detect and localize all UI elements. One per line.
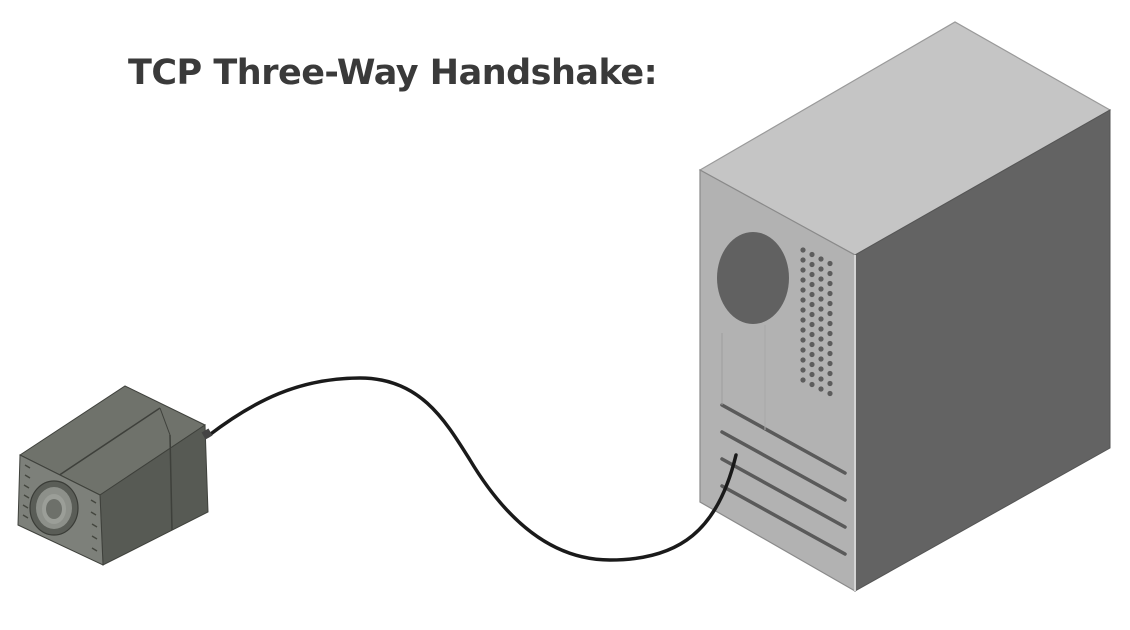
vent-dot <box>809 261 815 268</box>
vent-dot <box>800 257 806 263</box>
vent-dot <box>818 366 824 372</box>
vent-dot <box>827 300 833 307</box>
vent-dot <box>827 380 833 387</box>
vent-dot <box>818 266 824 272</box>
vent-dot <box>818 386 824 392</box>
vent-dot <box>809 251 815 258</box>
vent-dot <box>827 310 833 317</box>
vent-dot <box>800 377 806 383</box>
vent-dot <box>827 260 833 267</box>
vent-dot <box>818 316 824 322</box>
vent-dot <box>809 351 815 358</box>
diagram-title: TCP Three-Way Handshake: <box>128 53 658 93</box>
ethernet-cable-icon <box>206 376 738 562</box>
vent-dot <box>818 256 824 262</box>
vent-dot <box>800 247 806 253</box>
vent-dot <box>818 356 824 362</box>
vent-dot <box>818 296 824 302</box>
vent-dot <box>818 276 824 282</box>
vent-dot <box>827 280 833 287</box>
vent-dot <box>809 301 815 308</box>
drive-slots <box>720 403 847 556</box>
vent-dot <box>800 337 806 343</box>
industrial-camera-icon <box>17 385 213 566</box>
fan-circle <box>717 232 789 324</box>
desktop-tower-icon <box>698 21 1112 593</box>
vent-dot <box>800 307 806 313</box>
vent-dot <box>809 341 815 348</box>
vent-dot <box>809 281 815 288</box>
vent-dot <box>827 340 833 347</box>
vent-dot <box>827 320 833 327</box>
vent-dot <box>809 331 815 338</box>
vent-dot <box>800 267 806 273</box>
vent-dot <box>800 287 806 293</box>
vent-dot <box>818 376 824 382</box>
vent-dot <box>800 297 806 303</box>
vent-dot <box>827 370 833 377</box>
vent-dot <box>800 367 806 373</box>
vent-dot <box>827 330 833 337</box>
vent-dot <box>800 357 806 363</box>
vent-dot <box>827 390 833 397</box>
vent-dot <box>818 336 824 342</box>
vent-dot <box>818 306 824 312</box>
vent-dot <box>809 381 815 388</box>
vent-dot <box>809 291 815 298</box>
vent-dot <box>818 286 824 292</box>
vent-dot <box>809 271 815 278</box>
vent-dot <box>809 311 815 318</box>
vent-dot <box>827 270 833 277</box>
vent-dot <box>818 326 824 332</box>
vent-dot <box>800 317 806 323</box>
vent-dot <box>818 346 824 352</box>
vent-dot <box>827 290 833 297</box>
vent-dot <box>809 361 815 368</box>
vent-dot <box>809 371 815 378</box>
vent-dot <box>827 360 833 367</box>
vent-dot <box>800 277 806 283</box>
vent-dots <box>800 247 833 397</box>
vent-dot <box>827 350 833 357</box>
vent-dot <box>800 327 806 333</box>
vent-dot <box>800 347 806 353</box>
vent-dot <box>809 321 815 328</box>
